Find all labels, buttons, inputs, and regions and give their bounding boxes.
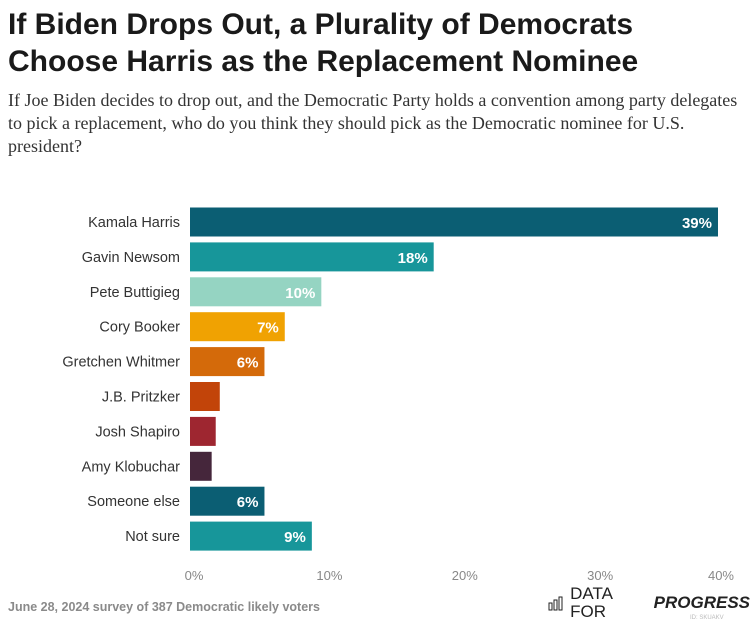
data-label: 9% bbox=[284, 529, 306, 546]
bar bbox=[190, 277, 322, 307]
data-label: 6% bbox=[237, 494, 259, 511]
survey-note: June 28, 2024 survey of 387 Democratic l… bbox=[8, 600, 320, 614]
data-label: 10% bbox=[285, 285, 315, 302]
category-label: Kamala Harris bbox=[88, 215, 180, 231]
x-tick-label: 20% bbox=[452, 568, 478, 583]
data-label: 39% bbox=[682, 215, 712, 232]
x-tick-label: 40% bbox=[708, 568, 734, 583]
bar bbox=[190, 207, 718, 237]
logo-text-bold: PROGRESS bbox=[653, 593, 750, 612]
bar bbox=[190, 486, 265, 516]
x-tick-label: 0% bbox=[185, 568, 204, 583]
category-label: Not sure bbox=[125, 529, 180, 545]
logo-text: DATA FOR bbox=[570, 584, 613, 621]
x-tick-label: 30% bbox=[587, 568, 613, 583]
category-label: Josh Shapiro bbox=[95, 424, 180, 440]
logo-id: ID: SKUAKV bbox=[690, 615, 724, 621]
bar bbox=[190, 347, 265, 377]
chart-title: If Biden Drops Out, a Plurality of Democ… bbox=[8, 8, 639, 78]
category-label: J.B. Pritzker bbox=[102, 390, 180, 406]
bar bbox=[190, 416, 216, 446]
bar bbox=[190, 242, 434, 272]
data-label: 18% bbox=[398, 250, 428, 267]
data-for-progress-logo: DATA FOR PROGRESS bbox=[548, 585, 750, 621]
category-label: Cory Booker bbox=[99, 320, 180, 336]
category-label: Pete Buttigieg bbox=[90, 285, 180, 301]
category-label: Gavin Newsom bbox=[82, 250, 180, 266]
chart-subtitle: If Joe Biden decides to drop out, and th… bbox=[8, 90, 738, 156]
bar bbox=[190, 521, 312, 551]
category-label: Someone else bbox=[87, 494, 180, 510]
data-label: 7% bbox=[257, 320, 279, 337]
bar bbox=[190, 451, 212, 481]
data-label: 6% bbox=[237, 355, 259, 372]
category-label: Amy Klobuchar bbox=[82, 459, 180, 475]
bar-chart-icon bbox=[548, 596, 563, 611]
category-label: Gretchen Whitmer bbox=[62, 355, 180, 371]
x-tick-label: 10% bbox=[316, 568, 342, 583]
bar bbox=[190, 382, 220, 411]
bar bbox=[190, 312, 285, 342]
